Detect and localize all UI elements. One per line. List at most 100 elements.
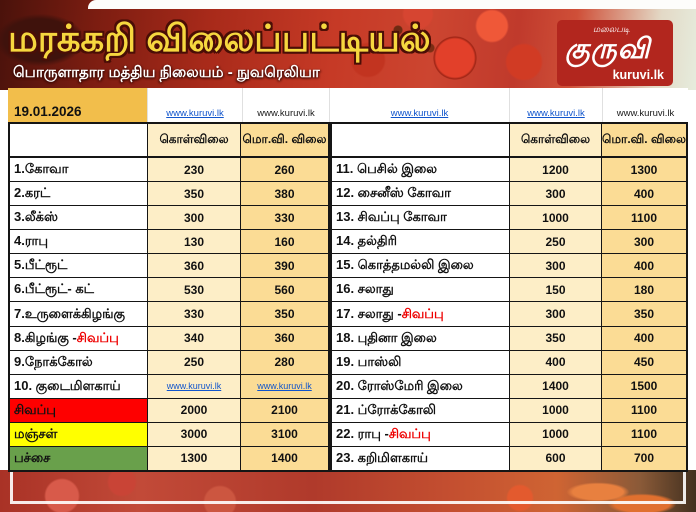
website-link[interactable]: www.kuruvi.lk [527, 108, 585, 119]
website-link[interactable]: www.kuruvi.lk [166, 108, 224, 119]
table-row: 4.ராபு 130 160 [10, 230, 328, 255]
logo-site-url: kuruvi.lk [612, 68, 664, 82]
link-cell: www.kuruvi.lk [148, 88, 243, 122]
red-variant-label: சிவப்பு [401, 305, 444, 321]
table-row: 9.நோக்கோல் 250 280 [10, 350, 328, 375]
wholesale-price: 300 [510, 254, 602, 278]
retail-price: 280 [241, 350, 328, 374]
retail-price: 1100 [602, 398, 686, 422]
kuruvi-logo: மலைபடி குருவி kuruvi.lk [557, 20, 673, 86]
category-label-red: சிவப்பு [10, 398, 148, 422]
retail-price: 1100 [602, 206, 686, 230]
item-label: 18. புதினா இலை [332, 326, 510, 350]
link-cell: www.kuruvi.lk [243, 88, 330, 122]
wholesale-price: 300 [510, 302, 602, 326]
red-variant-label: சிவப்பு [76, 329, 119, 345]
wholesale-price: 250 [148, 350, 241, 374]
table-row: 11. பெசில் இலை 1200 1300 [332, 158, 686, 183]
table-row: 21. ப்ரோக்கோலி 1000 1100 [332, 398, 686, 423]
retail-price: 160 [241, 230, 328, 254]
item-label: 4.ராபு [10, 230, 148, 254]
vegetable-photo-banner-bottom [0, 470, 696, 512]
item-label: 11. பெசில் இலை [332, 158, 510, 182]
table-row: 6.பீட்ரூட்- கட் 530 560 [10, 278, 328, 303]
wholesale-price: 1000 [510, 206, 602, 230]
item-label: 5.பீட்ரூட் [10, 254, 148, 278]
red-variant-label: சிவப்பு [388, 425, 431, 441]
retail-price: 350 [602, 302, 686, 326]
price-tables: கொள்விலை மொ.வி. விலை 1.கோவா 230 260 2.கர… [8, 122, 688, 472]
wholesale-price: 330 [148, 302, 241, 326]
table-row: 3.லீக்ஸ் 300 330 [10, 206, 328, 231]
retail-price: 3100 [241, 422, 328, 446]
retail-price: 380 [241, 182, 328, 206]
item-label: 6.பீட்ரூட்- கட் [10, 278, 148, 302]
table-row: 22. ராபு - சிவப்பு 1000 1100 [332, 422, 686, 447]
item-label: 20. ரோஸ்மேரி இலை [332, 374, 510, 398]
page-title: மரக்கறி விலைப்பட்டியல் [8, 18, 431, 59]
retail-price: 700 [602, 446, 686, 471]
wholesale-price: 350 [510, 326, 602, 350]
table-row: 10. குடைமிளகாய் www.kuruvi.lk www.kuruvi… [10, 374, 328, 399]
retail-price: 360 [241, 326, 328, 350]
item-label: 8.கிழங்கு - சிவப்பு [10, 326, 148, 350]
table-row: 5.பீட்ரூட் 360 390 [10, 254, 328, 279]
table-row-green-category: பச்சை 1300 1400 [10, 446, 328, 471]
wholesale-price: 1400 [510, 374, 602, 398]
website-link[interactable]: www.kuruvi.lk [390, 108, 449, 119]
retail-price: 450 [602, 350, 686, 374]
link-cell: www.kuruvi.lk [330, 88, 510, 122]
table-row: 15. கொத்தமல்லி இலை 300 400 [332, 254, 686, 279]
table-row: 14. தல்திரி 250 300 [332, 230, 686, 255]
wholesale-price: 300 [510, 182, 602, 206]
item-label: 7.உருளைக்கிழங்கு [10, 302, 148, 326]
wholesale-price: 1000 [510, 398, 602, 422]
website-link[interactable]: www.kuruvi.lk [166, 381, 222, 392]
item-label: 22. ராபு - சிவப்பு [332, 422, 510, 446]
date-cell: 19.01.2026 [8, 88, 148, 122]
retail-price-link-cell: www.kuruvi.lk [241, 374, 328, 398]
item-label: 12. சைனீஸ் கோவா [332, 182, 510, 206]
table-rows-left: 1.கோவா 230 260 2.கரட் 350 380 3.லீக்ஸ் 3… [10, 158, 328, 471]
website-link[interactable]: www.kuruvi.lk [257, 381, 312, 392]
price-table-panel: 19.01.2026 www.kuruvi.lk www.kuruvi.lk w… [8, 88, 688, 472]
retail-price: 400 [602, 254, 686, 278]
retail-price: 260 [241, 158, 328, 182]
retail-price: 1300 [602, 158, 686, 182]
item-label: 14. தல்திரி [332, 230, 510, 254]
item-label: 13. சிவப்பு கோவா [332, 206, 510, 230]
wholesale-price: 130 [148, 230, 241, 254]
item-label: 15. கொத்தமல்லி இலை [332, 254, 510, 278]
item-label: 19. பாஸ்லி [332, 350, 510, 374]
retail-price: 400 [602, 182, 686, 206]
table-row: 8.கிழங்கு - சிவப்பு 340 360 [10, 326, 328, 351]
item-label: 2.கரட் [10, 182, 148, 206]
table-row: 19. பாஸ்லி 400 450 [332, 350, 686, 375]
table-row: 7.உருளைக்கிழங்கு 330 350 [10, 302, 328, 327]
retail-price: 390 [241, 254, 328, 278]
website-text: www.kuruvi.lk [257, 108, 315, 119]
table-row: 16. சலாது 150 180 [332, 278, 686, 303]
table-rows-right: 11. பெசில் இலை 1200 1300 12. சைனீஸ் கோவா… [332, 158, 686, 471]
wholesale-price: 1300 [148, 446, 241, 471]
wholesale-price: 300 [148, 206, 241, 230]
wholesale-price: 530 [148, 278, 241, 302]
retail-price: 180 [602, 278, 686, 302]
date-and-links-row: 19.01.2026 www.kuruvi.lk www.kuruvi.lk w… [8, 88, 688, 122]
retail-price: 350 [241, 302, 328, 326]
table-row: 12. சைனீஸ் கோவா 300 400 [332, 182, 686, 207]
retail-price: 1100 [602, 422, 686, 446]
wholesale-price: 230 [148, 158, 241, 182]
table-row: 17. சலாது - சிவப்பு 300 350 [332, 302, 686, 327]
logo-tagline: மலைபடி [593, 24, 631, 34]
table-row: 20. ரோஸ்மேரி இலை 1400 1500 [332, 374, 686, 399]
retail-price: 560 [241, 278, 328, 302]
retail-price: 1400 [241, 446, 328, 471]
price-table-left: கொள்விலை மொ.வி. விலை 1.கோவா 230 260 2.கர… [8, 122, 330, 472]
column-header-row: கொள்விலை மொ.வி. விலை [10, 124, 328, 158]
wholesale-header: கொள்விலை [148, 124, 241, 156]
column-header-row: கொள்விலை மொ.வி. விலை [332, 124, 686, 158]
item-label: 3.லீக்ஸ் [10, 206, 148, 230]
item-label: 17. சலாது - சிவப்பு [332, 302, 510, 326]
